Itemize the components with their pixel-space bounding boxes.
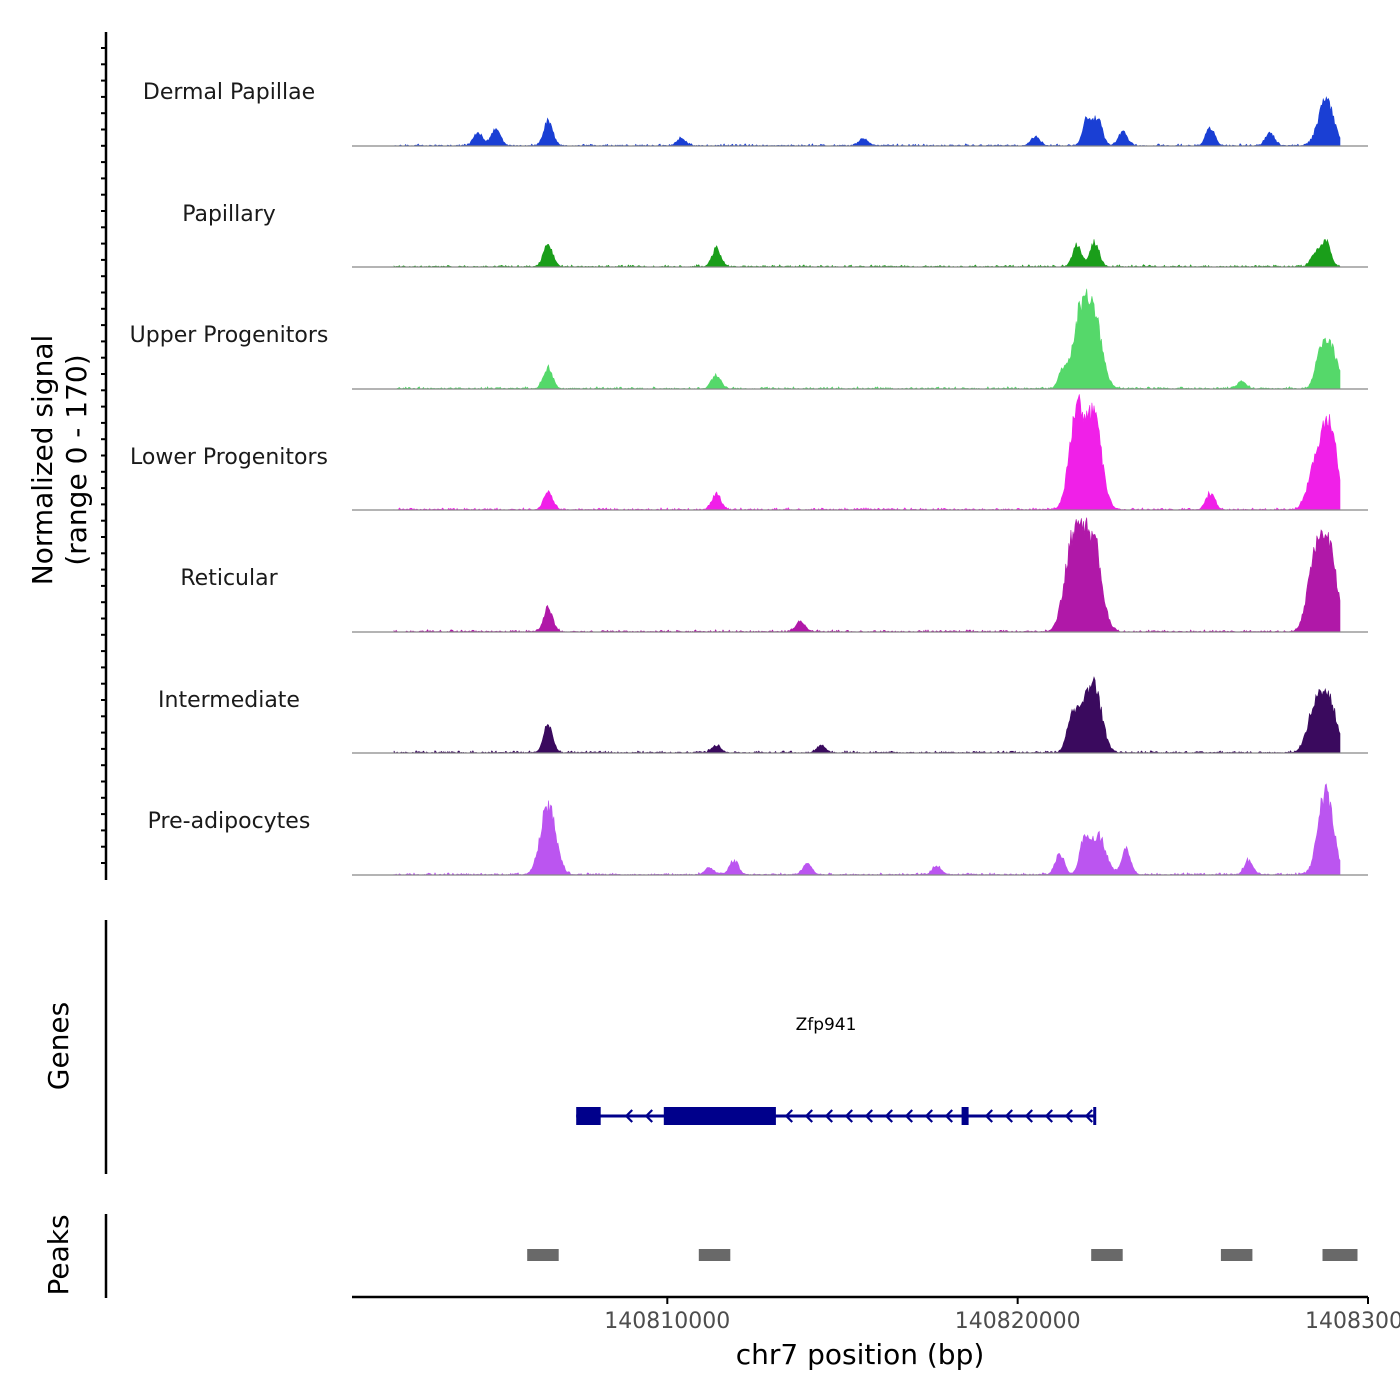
gene-strand-chevron-5 (844, 1109, 853, 1123)
peak-region-1 (698, 1249, 731, 1261)
track-label-4: Reticular (180, 566, 278, 591)
gene-strand-chevron-8 (904, 1109, 913, 1123)
gene-strand-chevron-2 (784, 1109, 793, 1123)
gene-strand-chevron-12 (1004, 1109, 1013, 1123)
coverage-track-6 (352, 783, 1368, 876)
y-axis-title-main: Normalized signal (26, 335, 59, 586)
gene-model (576, 1107, 1097, 1125)
peak-region-3 (1220, 1249, 1253, 1261)
coverage-area-0 (393, 96, 1341, 147)
gene-strand-chevron-10 (944, 1109, 953, 1123)
peaks-axis-title: Peaks (42, 1214, 75, 1295)
coverage-area-2 (393, 288, 1341, 390)
gene-strand-chevron-1 (644, 1109, 653, 1123)
peak-region-2 (1091, 1249, 1123, 1261)
gene-label: Zfp941 (796, 1015, 857, 1035)
gene-strand-chevron-9 (924, 1109, 933, 1123)
gene-strand-chevron-4 (824, 1109, 833, 1123)
coverage-area-5 (393, 676, 1341, 754)
gene-exon-0 (576, 1107, 601, 1125)
gene-strand-chevron-7 (884, 1109, 893, 1123)
x-tick-label-1: 140820000 (955, 1309, 1081, 1334)
peak-region-4 (1322, 1249, 1358, 1261)
x-tick-label-2: 140830000 (1305, 1309, 1400, 1334)
coverage-area-4 (393, 517, 1341, 633)
x-tick-label-0: 140810000 (604, 1309, 730, 1334)
peak-region-0 (527, 1249, 559, 1261)
gene-strand-chevron-15 (1064, 1109, 1073, 1123)
coverage-tracks (352, 96, 1368, 876)
gene-strand-chevron-16 (1084, 1109, 1093, 1123)
coverage-y-ticks (101, 47, 106, 864)
gene-strand-chevron-13 (1024, 1109, 1033, 1123)
coverage-track-4 (352, 517, 1368, 633)
x-axis-title: chr7 position (bp) (736, 1338, 985, 1371)
coverage-track-2 (352, 288, 1368, 390)
coverage-area-3 (393, 394, 1341, 511)
gene-strand-chevron-6 (864, 1109, 873, 1123)
gene-strand-chevron-11 (984, 1109, 993, 1123)
x-axis-ticks: 140810000 140820000 140830000 (604, 1297, 1400, 1334)
coverage-area-6 (393, 783, 1341, 876)
genes-axis-title: Genes (42, 1002, 75, 1090)
y-axis-title-range: (range 0 - 170) (60, 354, 93, 565)
track-label-0: Dermal Papillae (143, 80, 315, 105)
coverage-area-1 (393, 238, 1341, 268)
gene-exon-1 (663, 1107, 776, 1125)
coverage-track-3 (352, 394, 1368, 511)
y-axis-title: Normalized signal (range 0 - 170) (26, 335, 93, 586)
gene-strand-chevron-14 (1044, 1109, 1053, 1123)
track-label-5: Intermediate (158, 688, 300, 713)
track-labels: Dermal Papillae Papillary Upper Progenit… (130, 80, 329, 834)
track-label-1: Papillary (182, 202, 276, 227)
coverage-track-0 (352, 96, 1368, 147)
coverage-track-1 (352, 238, 1368, 268)
peak-regions (527, 1249, 1358, 1261)
track-label-6: Pre-adipocytes (148, 809, 311, 834)
gene-strand-chevron-0 (624, 1109, 633, 1123)
gene-exon-2 (961, 1107, 969, 1125)
coverage-track-5 (352, 676, 1368, 754)
gene-strand-chevron-3 (804, 1109, 813, 1123)
track-label-2: Upper Progenitors (130, 323, 329, 348)
track-label-3: Lower Progenitors (130, 445, 328, 470)
